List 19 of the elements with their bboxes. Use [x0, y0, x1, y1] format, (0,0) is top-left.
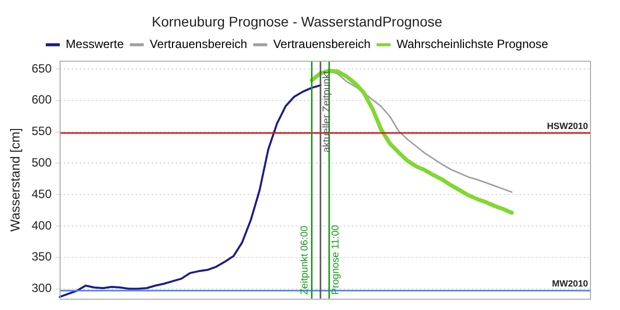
y-tick-label: 500 — [32, 155, 52, 170]
y-tick-label: 400 — [32, 218, 52, 232]
annotation: Zeitpunkt 06:00 — [300, 225, 311, 295]
legend-label: Wahrscheinlichste Prognose — [396, 37, 549, 52]
chart-title: Korneuburg Prognose - WasserstandPrognose — [152, 13, 442, 30]
legend-label: Vertrauensbereich — [273, 37, 371, 52]
y-tick-label: 350 — [32, 250, 52, 264]
legend-label: Messwerte — [66, 37, 124, 52]
y-axis-title: Wasserstand [cm] — [7, 128, 22, 232]
y-tick-label: 450 — [32, 186, 52, 201]
y-tick-label: 650 — [32, 61, 52, 76]
ref-line-label: HSW2010 — [546, 121, 588, 131]
annotation: Prognose 11:00 — [330, 224, 342, 295]
annotation: aktueller Zeitpunkt — [322, 70, 333, 153]
y-tick-label: 550 — [32, 124, 52, 138]
legend-label: Vertrauensbereich — [150, 37, 248, 52]
y-tick-label: 300 — [32, 281, 52, 296]
ref-line-label: MW2010 — [552, 278, 588, 289]
y-tick-label: 600 — [32, 92, 52, 107]
